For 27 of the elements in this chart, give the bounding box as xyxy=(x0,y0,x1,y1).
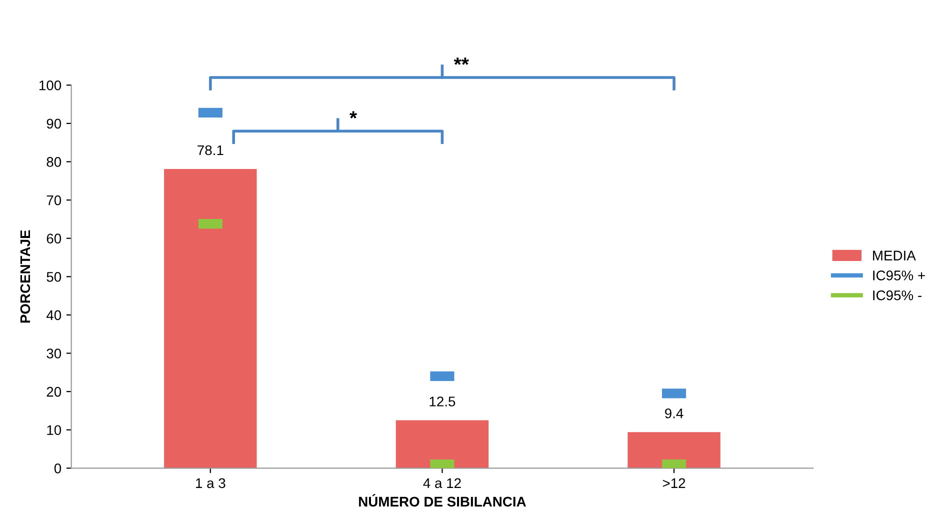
y-axis-title: PORCENTAJE xyxy=(20,230,30,323)
bar xyxy=(396,420,489,468)
y-tick-label: 0 xyxy=(54,463,62,474)
bar xyxy=(628,432,720,468)
y-tick-label: 90 xyxy=(46,118,62,129)
y-tick-label: 40 xyxy=(46,310,62,320)
y-tick-label: 80 xyxy=(46,157,62,167)
legend-label: IC95% - xyxy=(873,290,922,300)
y-tick-label: 70 xyxy=(46,195,62,206)
legend-label: IC95% + xyxy=(873,270,925,280)
data-label: 78.1 xyxy=(198,145,224,156)
y-tick-label: 30 xyxy=(46,348,62,358)
bar xyxy=(164,169,257,468)
x-tick-label: 1 a 3 xyxy=(196,478,226,488)
x-tick-label: >12 xyxy=(662,478,686,488)
y-tick-label: 50 xyxy=(46,272,62,282)
y-tick-label: 20 xyxy=(46,386,62,397)
y-tick-label: 100 xyxy=(39,80,62,90)
text: ** xyxy=(454,58,469,65)
x-tick-label: 4 a 12 xyxy=(423,478,461,488)
annotation: * xyxy=(350,111,358,118)
data-label: 9.4 xyxy=(665,408,684,418)
legend-label: MEDIA xyxy=(873,250,916,260)
y-tick-label: 10 xyxy=(47,425,62,436)
data-label: 12.5 xyxy=(430,396,456,406)
x-axis-title: NÚMERO DE SIBILANCIA xyxy=(359,494,526,507)
y-tick-label: 60 xyxy=(46,234,62,244)
